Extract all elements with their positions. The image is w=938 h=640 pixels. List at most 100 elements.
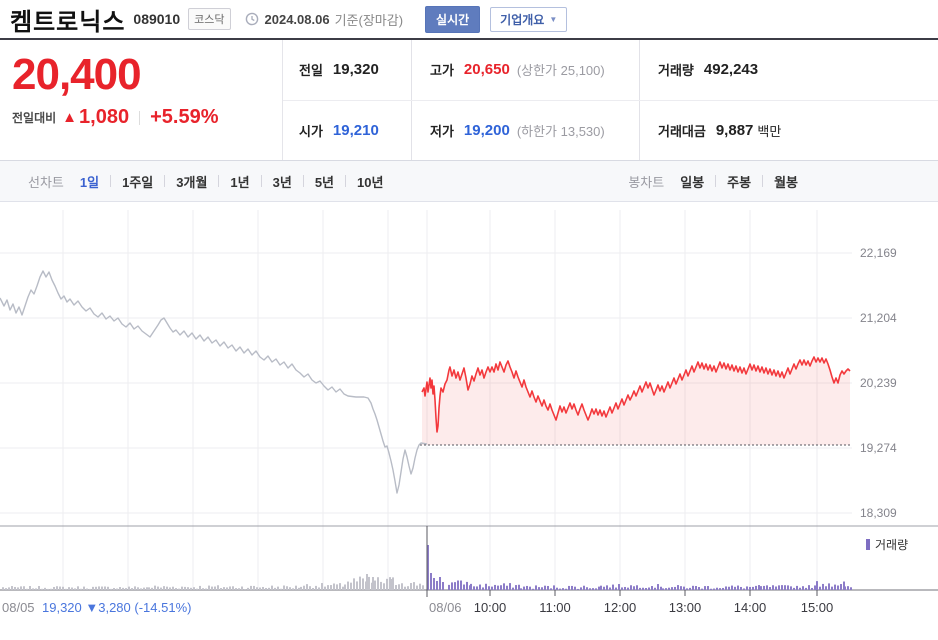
volume-bar [752,586,754,590]
realtime-button[interactable]: 실시간 [425,5,481,33]
volume-bar [603,586,605,590]
volume-bar [654,587,656,590]
volume-bar [648,587,650,590]
volume-bar [398,584,400,590]
volume-bar [390,579,392,590]
volume-bar [154,585,156,590]
volume-bar [763,585,765,590]
quote-date-suffix: 기준(장마감) [334,12,404,28]
volume-bar [642,587,644,590]
volume-bar [50,588,52,590]
volume-bar [148,587,150,590]
company-overview-button[interactable]: 기업개요 ▼ [490,6,568,32]
volume-bar [143,587,145,590]
volume-bar [520,588,522,590]
volume-bar [113,587,115,590]
tab-monthly-candle[interactable]: 월봉 [774,174,798,190]
tab-1day[interactable]: 1일 [79,174,100,190]
volume-bar [300,586,302,590]
current-day-area-fill [422,357,850,445]
volume-bar [62,586,64,590]
volume-bar [380,581,382,590]
tab-5year[interactable]: 5년 [314,174,335,190]
volume-bar [137,587,139,590]
volume-bar [377,577,379,590]
volume-bar [422,585,424,590]
prev-close-cell: 전일 19,320 [299,40,411,100]
volume-bar [292,588,294,590]
volume-bar [235,588,237,590]
volume-bar [83,586,85,590]
volume-bar [107,586,109,590]
volume-bar [565,588,567,590]
tab-1year[interactable]: 1년 [230,174,250,190]
volume-legend-swatch-icon [866,539,870,550]
volume-bar [220,588,222,590]
volume-bar [592,588,594,590]
volume-bar [532,588,534,590]
volume-bar [470,583,472,590]
tab-weekly-candle[interactable]: 주봉 [727,174,752,190]
volume-bar [541,587,543,590]
volume-bar [630,585,632,590]
volume-bar [14,586,16,590]
volume-bar [606,585,608,590]
prev-date-label: 08/05 [2,600,35,615]
volume-bar [71,587,73,590]
volume-bar [128,586,130,590]
tab-daily-candle[interactable]: 일봉 [680,174,705,190]
line-chart-tabs: 선차트 1일 1주일 3개월 1년 3년 5년 10년 [28,172,383,191]
volume-bar [8,587,10,590]
tab-1week[interactable]: 1주일 [122,174,154,190]
volume-bar [241,586,243,590]
volume-bar [760,586,762,590]
volume-bar [312,587,314,590]
volume-bar [289,587,291,590]
volume-bar [298,587,300,590]
volume-bar [20,586,22,590]
volume-bar [41,588,43,590]
volume-bar [134,586,136,590]
volume-bar [621,587,623,590]
volume-bar [47,588,49,590]
volume-bar [802,586,804,590]
volume-bar [825,586,827,590]
volume-bar [268,587,270,590]
volume-bar [336,584,338,590]
volume-bar [822,583,824,590]
volume-bar [283,585,285,590]
volume-bar [146,587,148,590]
volume-bar [600,585,602,590]
volume-bar [479,584,481,590]
low-cell: 저가 19,200 (하한가 13,530) [411,100,639,160]
current-day-price-line [421,356,851,433]
line-chart-group-label: 선차트 [28,174,64,190]
volume-bar [419,583,421,590]
volume-bar [819,586,821,590]
volume-bar [553,585,555,590]
volume-bar [636,585,638,590]
volume-bar [662,588,664,590]
tab-10year[interactable]: 10년 [357,174,384,190]
volume-bar [59,586,61,590]
volume-bar [157,586,159,590]
volume-bar [627,587,629,590]
volume-bar [844,586,846,590]
price-volume-chart[interactable]: 22,169 21,204 20,239 19,274 18,309 10:00 11:00… [0,203,938,640]
volume-bar [547,585,549,590]
volume-bar [286,586,288,590]
volume-bar [265,587,267,590]
volume-bar [175,588,177,590]
volume-bar [277,586,279,590]
volume-bar [330,585,332,590]
volume-bar [339,583,341,590]
tab-3year[interactable]: 3년 [272,174,292,190]
divider [762,175,764,187]
volume-bar [306,584,308,590]
tab-3month[interactable]: 3개월 [176,174,208,190]
volume-bar [790,586,792,590]
volume-bar [190,587,192,590]
volume-bar [660,586,662,590]
volume-bar [413,582,415,590]
volume-bar [383,583,385,590]
